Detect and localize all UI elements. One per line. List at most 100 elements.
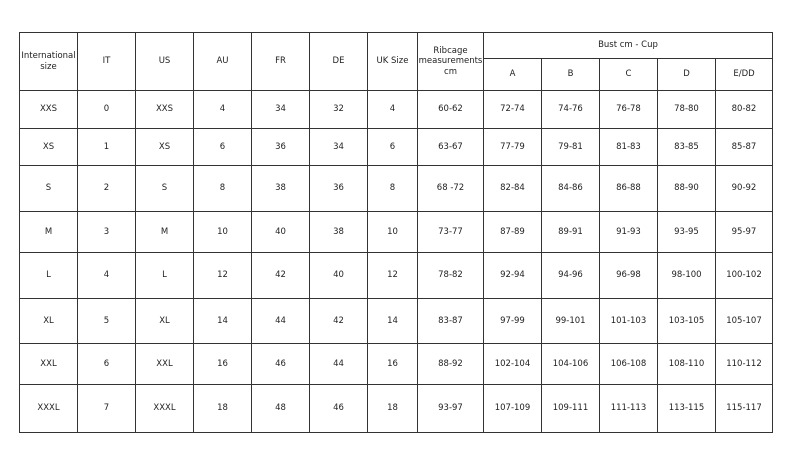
table-cell: 94-96	[541, 252, 600, 299]
table-row: XXL 6 XXL 16 46 44 16 88-92 102-104 104-106 106-10…	[19, 343, 773, 385]
table-row: S 2 S 8 38 36 8 68 -72 82-84 84-86 86-88 88-90 90-92	[19, 165, 773, 212]
table-cell: 4	[367, 90, 418, 129]
table-cell: 68 -72	[417, 165, 484, 212]
table-cell: 1	[77, 128, 136, 166]
table-cell: 8	[193, 165, 252, 212]
header-uk-size: UK Size	[367, 32, 418, 91]
table-cell: 12	[367, 252, 418, 299]
table-cell: 72-74	[483, 90, 542, 129]
table-cell: 7	[77, 384, 136, 433]
table-cell: 46	[251, 343, 310, 385]
table-cell: 102-104	[483, 343, 542, 385]
table-cell: 93-95	[657, 211, 716, 253]
table-cell: 2	[77, 165, 136, 212]
table-cell: XS	[19, 128, 78, 166]
table-cell: 5	[77, 298, 136, 344]
table-cell: 82-84	[483, 165, 542, 212]
table-cell: 97-99	[483, 298, 542, 344]
table-cell: 79-81	[541, 128, 600, 166]
table-cell: 78-82	[417, 252, 484, 299]
table-cell: XL	[135, 298, 194, 344]
table-cell: 4	[77, 252, 136, 299]
table-cell: XXXL	[135, 384, 194, 433]
table-cell: 36	[309, 165, 368, 212]
table-row: XS 1 XS 6 36 34 6 63-67 77-79 79-81 81-83 83-85 85-8…	[19, 128, 773, 166]
table-cell: 42	[251, 252, 310, 299]
table-cell: L	[19, 252, 78, 299]
table-cell: 34	[309, 128, 368, 166]
table-row: XXS 0 XXS 4 34 32 4 60-62 72-74 74-76 76-78 78-80 80…	[19, 90, 773, 129]
table-cell: 74-76	[541, 90, 600, 129]
table-cell: 18	[193, 384, 252, 433]
table-cell: 101-103	[599, 298, 658, 344]
table-cell: 89-91	[541, 211, 600, 253]
table-cell: 93-97	[417, 384, 484, 433]
table-cell: S	[135, 165, 194, 212]
table-cell: 44	[251, 298, 310, 344]
table-cell: 98-100	[657, 252, 716, 299]
table-cell: 110-112	[715, 343, 773, 385]
table-cell: 83-87	[417, 298, 484, 344]
table-cell: 83-85	[657, 128, 716, 166]
table-cell: 38	[251, 165, 310, 212]
table-cell: XXXL	[19, 384, 78, 433]
table-cell: XXS	[19, 90, 78, 129]
table-cell: 73-77	[417, 211, 484, 253]
table-cell: 99-101	[541, 298, 600, 344]
header-it: IT	[77, 32, 136, 91]
header-international-size: International size	[19, 32, 78, 91]
table-cell: 81-83	[599, 128, 658, 166]
header-us: US	[135, 32, 194, 91]
table-cell: 87-89	[483, 211, 542, 253]
table-cell: 109-111	[541, 384, 600, 433]
table-cell: 40	[309, 252, 368, 299]
table-cell: 18	[367, 384, 418, 433]
table-cell: 95-97	[715, 211, 773, 253]
table-cell: XXS	[135, 90, 194, 129]
table-cell: XXL	[19, 343, 78, 385]
table-cell: S	[19, 165, 78, 212]
size-chart-table: International size IT US AU FR DE UK Siz…	[19, 32, 773, 433]
table-cell: 38	[309, 211, 368, 253]
table-cell: 8	[367, 165, 418, 212]
table-cell: 90-92	[715, 165, 773, 212]
table-cell: 92-94	[483, 252, 542, 299]
table-cell: 14	[367, 298, 418, 344]
header-cup-c: C	[599, 58, 658, 91]
table-cell: 88-92	[417, 343, 484, 385]
table-cell: 115-117	[715, 384, 773, 433]
table-cell: 107-109	[483, 384, 542, 433]
table-cell: XL	[19, 298, 78, 344]
table-cell: 16	[367, 343, 418, 385]
table-cell: 86-88	[599, 165, 658, 212]
table-cell: 42	[309, 298, 368, 344]
table-cell: 113-115	[657, 384, 716, 433]
table-cell: 88-90	[657, 165, 716, 212]
table-cell: 84-86	[541, 165, 600, 212]
table-cell: 60-62	[417, 90, 484, 129]
table-row: XL 5 XL 14 44 42 14 83-87 97-99 99-101 101-103 103-…	[19, 298, 773, 344]
table-cell: M	[135, 211, 194, 253]
table-cell: 0	[77, 90, 136, 129]
table-cell: 32	[309, 90, 368, 129]
table-cell: XS	[135, 128, 194, 166]
table-cell: 76-78	[599, 90, 658, 129]
header-cup-a: A	[483, 58, 542, 91]
header-au: AU	[193, 32, 252, 91]
table-cell: 80-82	[715, 90, 773, 129]
table-row: L 4 L 12 42 40 12 78-82 92-94 94-96 96-98 98-100 100…	[19, 252, 773, 299]
table-cell: 63-67	[417, 128, 484, 166]
table-cell: 106-108	[599, 343, 658, 385]
header-cup-b: B	[541, 58, 600, 91]
header-ribcage: Ribcage measurements cm	[417, 32, 484, 91]
table-cell: 105-107	[715, 298, 773, 344]
table-cell: 6	[367, 128, 418, 166]
table-cell: 6	[193, 128, 252, 166]
header-fr: FR	[251, 32, 310, 91]
table-cell: 12	[193, 252, 252, 299]
table-row: XXXL 7 XXXL 18 48 46 18 93-97 107-109 109-111 111-…	[19, 384, 773, 433]
table-cell: 111-113	[599, 384, 658, 433]
table-cell: 108-110	[657, 343, 716, 385]
table-cell: 4	[193, 90, 252, 129]
table-row: M 3 M 10 40 38 10 73-77 87-89 89-91 91-93 93-95 95-9…	[19, 211, 773, 253]
